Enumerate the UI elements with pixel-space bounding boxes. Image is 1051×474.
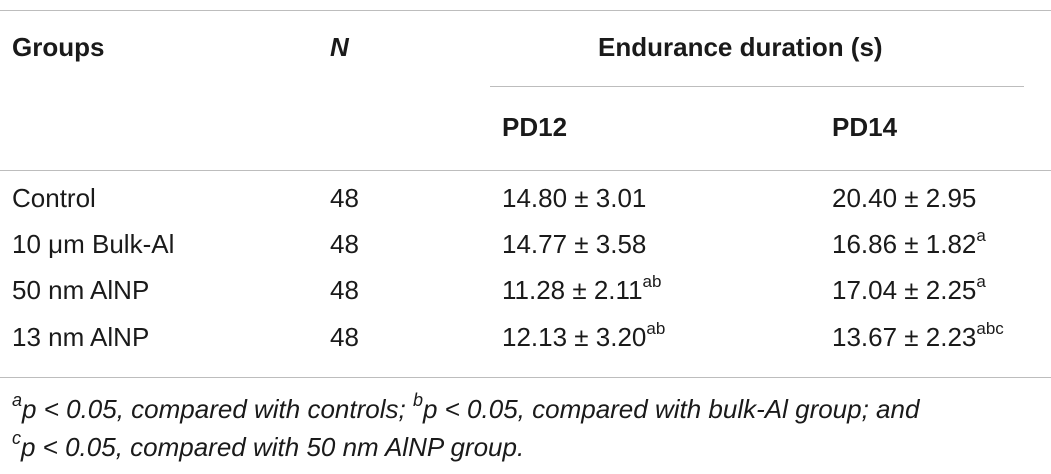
header-groups: Groups	[12, 32, 105, 62]
row-1-n: 48	[330, 229, 359, 259]
header-pd14: PD14	[832, 112, 898, 142]
row-3-group: 13 nm AlNP	[12, 322, 150, 352]
row-0-pd12: 14.80 ± 3.01	[502, 183, 647, 213]
header-pd12: PD12	[502, 112, 568, 142]
header-bottom-rule	[0, 170, 1051, 171]
row-0-n: 48	[330, 183, 359, 213]
row-0-pd14: 20.40 ± 2.95	[832, 183, 977, 213]
footnote-c-mark: c	[12, 428, 21, 449]
header-n: N	[330, 32, 349, 62]
footnote-b-mark: b	[412, 390, 423, 411]
row-2-n: 48	[330, 275, 359, 305]
row-1-pd12: 14.77 ± 3.58	[502, 229, 647, 259]
row-1-group: 10 μm Bulk-Al	[12, 229, 175, 259]
footnote-c-text: p < 0.05, compared with 50 nm AlNP group…	[21, 432, 525, 462]
row-2-pd12: 11.28 ± 2.11ab	[502, 272, 662, 305]
table-top-rule	[0, 10, 1051, 11]
row-3-n: 48	[330, 322, 359, 352]
footnote-a-text: p < 0.05, compared with controls;	[22, 394, 413, 424]
row-1-pd14: 16.86 ± 1.82a	[832, 226, 986, 259]
row-3-pd12: 12.13 ± 3.20ab	[502, 319, 666, 352]
header-sub-rule	[490, 86, 1024, 87]
footnote-b-text: p < 0.05, compared with bulk-Al group; a…	[422, 394, 920, 424]
header-endurance-duration: Endurance duration (s)	[598, 32, 883, 62]
table-bottom-rule	[0, 377, 1051, 378]
row-2-group: 50 nm AlNP	[12, 275, 150, 305]
row-2-pd14: 17.04 ± 2.25a	[832, 272, 986, 305]
table-footnote: ap < 0.05, compared with controls; bp < …	[12, 390, 1042, 466]
row-3-pd14: 13.67 ± 2.23abc	[832, 319, 1004, 352]
row-0-group: Control	[12, 183, 96, 213]
footnote-a-mark: a	[12, 390, 23, 411]
